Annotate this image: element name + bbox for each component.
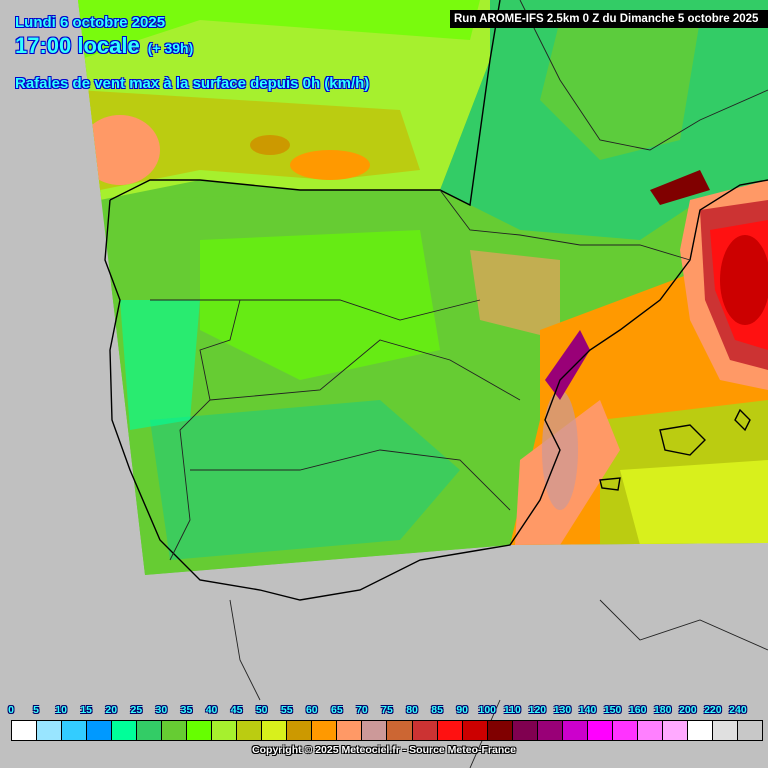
legend-swatch <box>662 721 688 740</box>
legend-swatch <box>737 721 762 740</box>
legend-label: 130 <box>553 704 572 716</box>
legend-label: 80 <box>406 704 418 716</box>
legend-swatch <box>337 721 363 740</box>
legend-label: 200 <box>679 704 697 716</box>
legend-label: 15 <box>80 704 93 716</box>
legend-label: 50 <box>255 704 268 716</box>
legend-label: 5 <box>33 704 39 716</box>
legend-swatch <box>462 721 488 740</box>
model-run-label: Run AROME-IFS 2.5km 0 Z du Dimanche 5 oc… <box>450 10 768 28</box>
legend-label: 240 <box>729 704 747 716</box>
legend-swatch <box>12 721 38 740</box>
legend-swatch <box>212 721 238 740</box>
coastlines <box>104 0 768 601</box>
legend-swatch <box>137 721 163 740</box>
legend-label: 30 <box>155 704 168 716</box>
legend-swatch <box>162 721 188 740</box>
legend-swatch <box>37 721 63 740</box>
legend-label: 180 <box>653 704 672 716</box>
legend-label: 10 <box>55 704 67 716</box>
legend-label: 40 <box>205 704 218 716</box>
legend-swatch <box>312 721 338 740</box>
legend-label: 75 <box>381 704 393 716</box>
legend-swatch <box>362 721 388 740</box>
legend-swatch <box>637 721 663 740</box>
legend-swatch <box>712 721 738 740</box>
legend-label: 110 <box>503 704 521 716</box>
forecast-date: Lundi 6 octobre 2025 <box>15 14 166 31</box>
legend-label: 90 <box>456 704 469 716</box>
legend-swatch <box>487 721 513 740</box>
legend-swatch <box>262 721 288 740</box>
legend-label: 0 <box>8 704 14 716</box>
legend-swatch <box>587 721 613 740</box>
legend-label: 220 <box>704 704 722 716</box>
legend-swatch <box>537 721 563 740</box>
legend-swatch <box>412 721 438 740</box>
legend-label: 20 <box>105 704 118 716</box>
legend-label: 85 <box>431 704 443 716</box>
legend-swatch <box>437 721 463 740</box>
lead-time: (+ 39h) <box>147 40 194 56</box>
legend-label: 45 <box>230 704 243 716</box>
legend-swatch <box>87 721 113 740</box>
legend-swatch <box>112 721 138 740</box>
legend-label: 160 <box>628 704 647 716</box>
local-time: 17:00 locale <box>15 33 140 58</box>
legend-swatch <box>237 721 263 740</box>
legend-label: 70 <box>356 704 368 716</box>
legend-swatch <box>512 721 538 740</box>
legend-swatch <box>387 721 413 740</box>
legend-label: 35 <box>180 704 193 716</box>
color-legend <box>11 720 763 741</box>
legend-label: 140 <box>578 704 597 716</box>
legend-swatch <box>612 721 638 740</box>
copyright: Copyright © 2025 Meteociel.fr - Source M… <box>252 744 516 756</box>
legend-label: 150 <box>603 704 622 716</box>
legend-swatch <box>187 721 213 740</box>
legend-label: 65 <box>331 704 343 716</box>
forecast-time: 17:00 locale (+ 39h) <box>15 33 193 59</box>
legend-label: 25 <box>130 704 143 716</box>
legend-swatch <box>62 721 88 740</box>
legend-label: 60 <box>305 704 318 716</box>
legend-swatch <box>687 721 713 740</box>
parameter-title: Rafales de vent max à la surface depuis … <box>15 75 370 92</box>
legend-label: 55 <box>280 704 293 716</box>
legend-label: 120 <box>528 704 547 716</box>
legend-label: 100 <box>478 704 497 716</box>
legend-swatch <box>287 721 313 740</box>
legend-swatch <box>562 721 588 740</box>
